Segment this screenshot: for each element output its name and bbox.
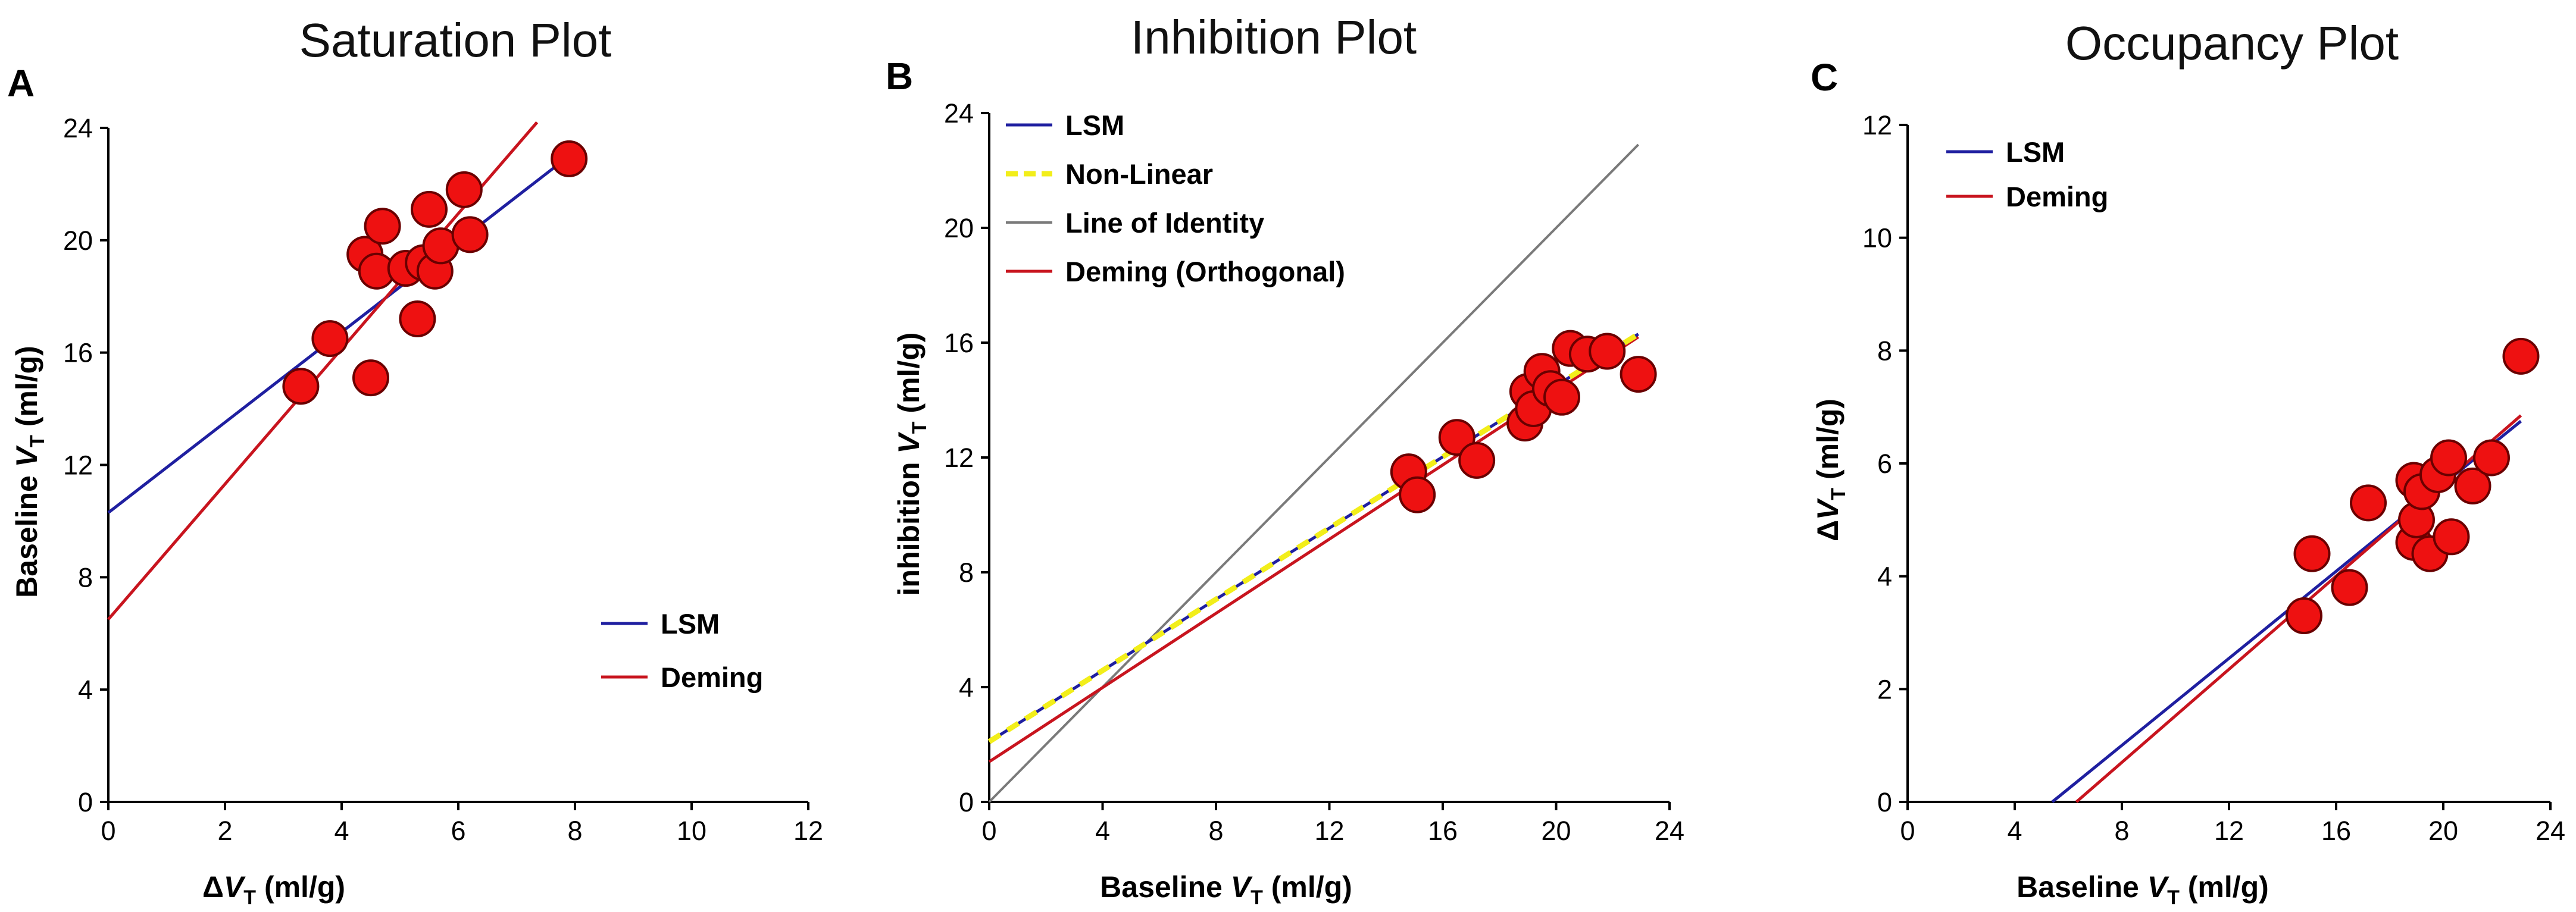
chart-b-data-point (1399, 476, 1436, 513)
chart-c-data-point (2293, 535, 2331, 572)
chart-a-y-tick-label: 16 (63, 338, 93, 368)
chart-c-x-tick-label: 8 (2114, 816, 2129, 846)
chart-c-x-tick-label: 24 (2536, 816, 2565, 846)
chart-a-legend-label: Deming (661, 662, 763, 693)
chart-b-x-tick-label: 0 (981, 816, 996, 846)
panel-letter-b: B (886, 55, 913, 98)
chart-a-x-tick-label: 8 (567, 816, 582, 846)
chart-b-title: Inhibition Plot (1131, 11, 1417, 64)
chart-c-y-tick-label: 6 (1877, 449, 1892, 479)
chart-b-ylabel: inhibition VT (ml/g) (892, 333, 931, 596)
chart-c-y-tick-label: 0 (1877, 787, 1892, 817)
chart-c-x-tick-label: 20 (2428, 816, 2458, 846)
chart-a-legend-label: LSM (661, 608, 720, 640)
chart-a-x-tick-label: 6 (451, 816, 465, 846)
chart-c-ylabel: ΔVT (ml/g) (1811, 399, 1850, 541)
chart-c-x-tick-label: 0 (1900, 816, 1915, 846)
chart-a-data-point (411, 190, 448, 228)
chart-a-x-tick-label: 2 (217, 816, 232, 846)
chart-c-x-tick-label: 12 (2214, 816, 2244, 846)
chart-b-x-tick-label: 20 (1541, 816, 1571, 846)
chart-c-data-point (2350, 484, 2387, 522)
chart-c-data-point (2331, 569, 2368, 606)
panel-letter-a: A (7, 62, 35, 105)
chart-c-data-point (2473, 439, 2510, 477)
chart-b-y-tick-label: 0 (959, 787, 974, 817)
chart-b-y-tick-label: 16 (944, 328, 974, 358)
chart-a-y-tick-label: 0 (78, 787, 93, 817)
chart-b-data-point (1620, 356, 1657, 393)
chart-b-x-tick-label: 4 (1095, 816, 1110, 846)
chart-a-xlabel: ΔVT (ml/g) (202, 870, 345, 909)
chart-a-data-point (451, 216, 489, 253)
chart-a-y-tick-label: 24 (63, 113, 93, 143)
chart-b-x-tick-label: 12 (1314, 816, 1344, 846)
chart-c-title: Occupancy Plot (2065, 17, 2399, 70)
chart-c-data-point (2430, 439, 2467, 477)
chart-b-y-tick-label: 4 (959, 672, 974, 703)
chart-a-y-tick-label: 12 (63, 450, 93, 481)
chart-a-x-tick-label: 0 (101, 816, 115, 846)
chart-b-y-tick-label: 12 (944, 443, 974, 473)
chart-c-data-point (2433, 518, 2470, 556)
chart-a-data-point (399, 300, 436, 338)
chart-a-x-tick-label: 4 (334, 816, 349, 846)
chart-c-data-point (2502, 337, 2540, 375)
chart-b-y-tick-label: 8 (959, 557, 974, 588)
chart-a-data-point (352, 359, 389, 397)
chart-a-data-point (311, 320, 349, 358)
chart-a-title: Saturation Plot (299, 14, 612, 67)
chart-a-y-tick-label: 20 (63, 225, 93, 256)
chart-a-ylabel: Baseline VT (ml/g) (10, 346, 49, 598)
chart-b-x-tick-label: 8 (1208, 816, 1223, 846)
chart-a-x-tick-label: 12 (793, 816, 823, 846)
chart-c-legend-label: Deming (2006, 181, 2108, 212)
chart-b-legend-label: Non-Linear (1065, 158, 1213, 190)
chart-c-y-tick-label: 4 (1877, 562, 1892, 592)
chart-a-data-point (364, 208, 401, 245)
chart-c-y-tick-label: 10 (1862, 223, 1892, 253)
chart-c-y-tick-label: 2 (1877, 674, 1892, 704)
chart-b-x-tick-label: 24 (1655, 816, 1684, 846)
chart-a-y-tick-label: 8 (78, 562, 93, 593)
chart-c-y-tick-label: 8 (1877, 336, 1892, 366)
chart-c-x-tick-label: 16 (2321, 816, 2351, 846)
chart-b-legend-label: LSM (1065, 109, 1124, 141)
chart-a-x-tick-label: 10 (677, 816, 706, 846)
chart-b-data-point (1458, 441, 1496, 479)
chart-c-xlabel: Baseline VT (ml/g) (2017, 870, 2269, 909)
chart-b-legend-label: Line of Identity (1065, 207, 1264, 239)
chart-c-x-tick-label: 4 (2007, 816, 2022, 846)
chart-b-plot: 0 4 8 12 16 20 24 0 4 8 12 16 20 24 LSM Non-Linear Line … (944, 98, 1684, 846)
chart-b-data-point (1589, 333, 1626, 370)
chart-b-y-tick-label: 20 (944, 213, 974, 243)
chart-c-data-point (2454, 467, 2491, 504)
chart-b-legend-label: Deming (Orthogonal) (1065, 256, 1345, 287)
chart-a-y-tick-label: 4 (78, 675, 93, 705)
panel-letter-c: C (1811, 56, 1838, 99)
chart-c-y-tick-label: 12 (1862, 110, 1892, 140)
chart-a-data-point (445, 171, 483, 208)
chart-a-data-point (551, 140, 588, 177)
chart-b-xlabel: Baseline VT (ml/g) (1100, 870, 1352, 909)
chart-c-legend-label: LSM (2006, 136, 2065, 168)
chart-b-y-tick-label: 24 (944, 98, 974, 129)
chart-b-x-tick-label: 16 (1428, 816, 1458, 846)
chart-b-data-point (1543, 378, 1581, 416)
chart-c-data-point (2286, 597, 2322, 635)
chart-a-data-point (282, 368, 320, 405)
